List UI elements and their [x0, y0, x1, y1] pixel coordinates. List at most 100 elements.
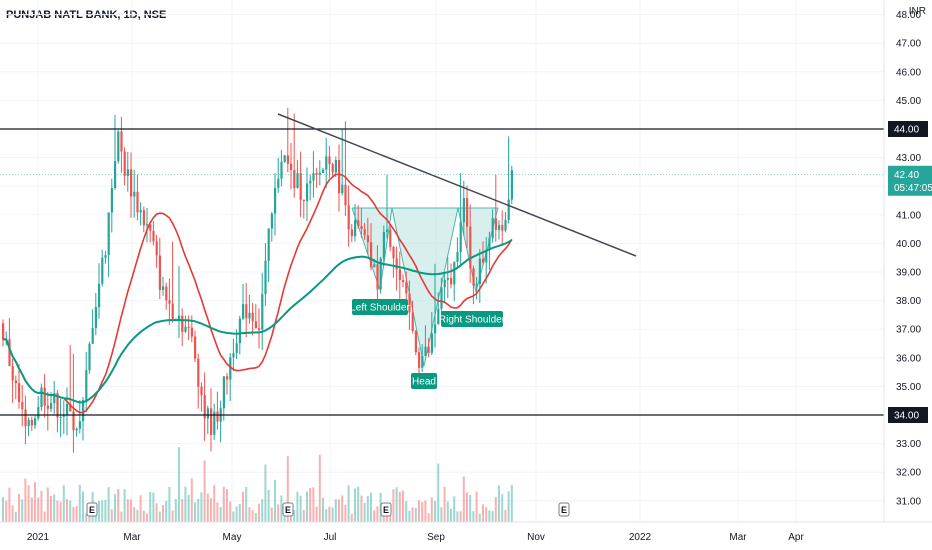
candle-body — [485, 250, 488, 263]
candle-body — [450, 278, 453, 285]
candle-body — [248, 312, 251, 319]
price-tick-label: 33.00 — [896, 439, 921, 450]
time-tick-label: Sep — [427, 532, 445, 543]
volume-bar — [168, 486, 171, 522]
candle-body — [357, 220, 360, 227]
candle-body — [312, 173, 315, 181]
ma-fast-line — [2, 173, 513, 414]
candle-body — [475, 283, 478, 286]
candle-body — [229, 357, 232, 380]
volume-bar — [8, 487, 11, 522]
candle-body — [197, 358, 200, 387]
price-tick-label: 36.00 — [896, 353, 921, 364]
volume-bar — [82, 491, 84, 522]
volume-bar — [46, 487, 49, 522]
candle-body — [418, 352, 421, 368]
volume-bars — [2, 447, 513, 522]
volume-bar — [190, 478, 193, 522]
volume-bar — [334, 499, 337, 522]
candle-body — [62, 415, 65, 417]
volume-bar — [373, 510, 376, 522]
candle-body — [293, 170, 296, 189]
candle-body — [267, 228, 270, 261]
candle-body — [322, 169, 325, 173]
candle-body — [318, 172, 321, 175]
earnings-marker-icon — [380, 502, 392, 517]
annotation-box — [352, 299, 408, 315]
candle-body — [456, 251, 459, 262]
volume-bar — [114, 494, 116, 522]
volume-bar — [184, 486, 187, 522]
candle-body — [296, 173, 299, 189]
volume-bar — [181, 499, 184, 522]
annotation-box — [411, 373, 437, 389]
volume-bar — [72, 506, 75, 522]
time-tick-label: Mar — [729, 532, 747, 543]
earnings-marker-icon — [86, 502, 98, 517]
candle-body — [254, 321, 257, 329]
candle-body — [133, 191, 136, 197]
volume-bar — [366, 496, 369, 522]
candle-body — [395, 258, 398, 270]
candle-body — [91, 328, 94, 344]
candle-body — [306, 183, 309, 201]
volume-bar — [210, 498, 212, 522]
candle-body — [491, 218, 494, 239]
candle-body — [34, 418, 37, 426]
time-tick-label: May — [223, 532, 242, 543]
earnings-marker-icon — [282, 502, 294, 517]
candle-body — [206, 408, 209, 419]
volume-bar — [146, 513, 148, 522]
volume-bar — [158, 511, 161, 522]
volume-bar — [110, 509, 113, 522]
volume-bar — [178, 447, 180, 522]
volume-bar — [478, 513, 481, 522]
candle-body — [258, 328, 261, 330]
candle-body — [178, 315, 181, 321]
price-tick-label: 38.00 — [896, 296, 921, 307]
candle-body — [27, 420, 30, 427]
volume-bar — [280, 495, 283, 522]
candle-body — [117, 131, 120, 162]
volume-bar — [405, 501, 408, 522]
candle-body — [213, 411, 216, 435]
candle-body — [104, 255, 107, 258]
price-tick-label: 35.00 — [896, 382, 921, 393]
candle-body — [110, 187, 113, 213]
earnings-marker-label: E — [561, 505, 567, 515]
volume-bar — [456, 511, 459, 522]
candle-body — [354, 220, 357, 237]
volume-bar — [485, 507, 488, 522]
volume-bar — [446, 501, 449, 522]
volume-bar — [293, 510, 296, 522]
candle-body — [430, 333, 433, 353]
volume-bar — [274, 479, 276, 522]
volume-bar — [203, 460, 206, 522]
volume-bar — [443, 486, 446, 522]
candle-body — [402, 279, 405, 283]
price-tick-label: 32.00 — [896, 468, 921, 479]
volume-bar — [2, 497, 4, 522]
candle-body — [290, 163, 293, 171]
candle-body — [53, 392, 56, 404]
volume-bar — [414, 507, 417, 522]
volume-bar — [440, 507, 443, 522]
candle-body — [472, 268, 475, 286]
candle-body — [123, 151, 126, 176]
candle-body — [264, 260, 267, 295]
candle-body — [325, 156, 328, 170]
volume-bar — [85, 513, 88, 522]
level-price-badge — [888, 121, 928, 137]
candle-body — [152, 230, 155, 242]
volume-bar — [469, 494, 472, 522]
candle-body — [363, 229, 366, 236]
candle-body — [181, 315, 184, 332]
candle-body — [424, 346, 427, 356]
candle-body — [347, 205, 350, 230]
candle-body — [350, 229, 353, 237]
candle-body — [88, 343, 91, 371]
volume-bar — [411, 507, 414, 522]
moving-averages — [2, 173, 513, 414]
volume-bar — [357, 486, 360, 522]
